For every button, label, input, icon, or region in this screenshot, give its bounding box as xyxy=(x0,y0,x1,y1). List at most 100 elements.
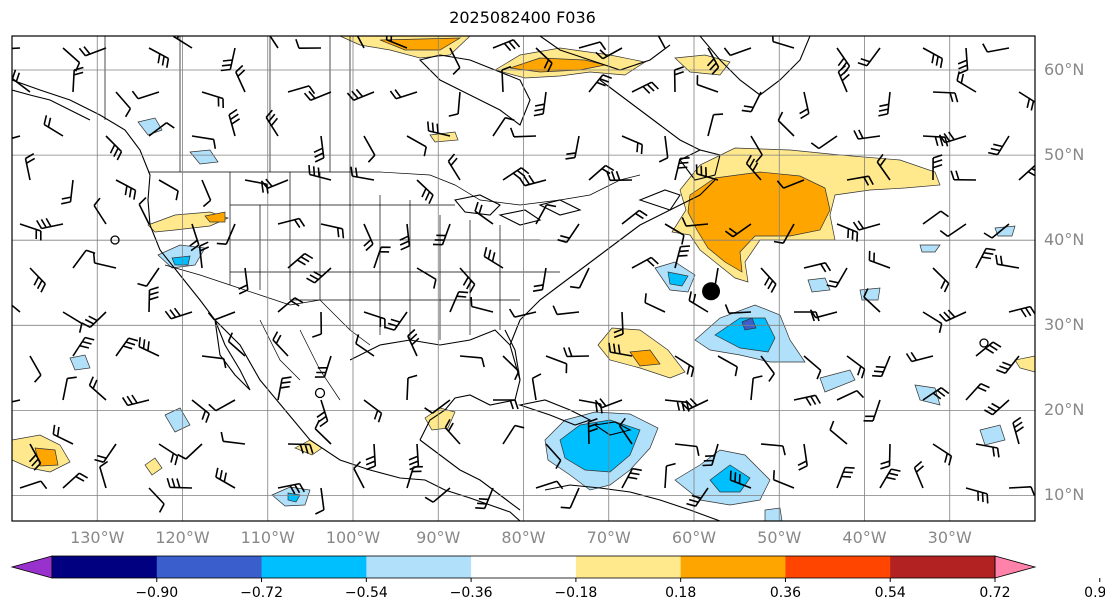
wind-barb xyxy=(552,305,580,316)
wind-barb xyxy=(28,443,42,471)
wind-barb xyxy=(92,253,117,269)
wind-barb xyxy=(984,399,1010,416)
wind-barb xyxy=(501,65,512,93)
wind-barb xyxy=(760,443,786,456)
wind-barb xyxy=(105,135,123,161)
anomaly-region-hudson-core xyxy=(379,37,462,51)
wind-barb xyxy=(829,420,848,445)
wind-barb xyxy=(62,311,83,333)
wind-barb xyxy=(750,135,763,163)
colorbar-extend-high xyxy=(994,555,1037,579)
wind-barb xyxy=(729,470,752,489)
wind-barb xyxy=(62,376,77,401)
wind-barb xyxy=(350,166,375,181)
wind-barb xyxy=(681,217,709,227)
wind-barb xyxy=(72,249,96,269)
colorbar-tick-label: −0.72 xyxy=(240,585,283,601)
wind-barb xyxy=(138,337,160,357)
positive-anomaly-shading xyxy=(12,36,1035,476)
latitude-label: 20°N xyxy=(1044,400,1085,420)
mexico-state-2 xyxy=(299,329,341,401)
wind-barb xyxy=(29,355,42,383)
wind-barb xyxy=(448,91,461,117)
wind-barb xyxy=(695,164,719,181)
wind-barb xyxy=(492,39,521,52)
wind-barb xyxy=(797,443,808,471)
wind-barb xyxy=(459,355,485,368)
wind-barb xyxy=(657,36,666,49)
wind-barb xyxy=(569,267,590,289)
wind-barb xyxy=(201,179,212,208)
longitude-label: 30°W xyxy=(927,528,972,547)
wind-barb xyxy=(531,373,542,401)
wind-barb xyxy=(207,311,236,321)
wind-barb xyxy=(444,419,461,445)
wind-barb xyxy=(43,115,64,137)
wind-barb xyxy=(177,443,203,460)
wind-barb xyxy=(314,419,332,445)
wind-barb xyxy=(189,223,200,252)
wind-barb xyxy=(72,66,84,93)
mexico-state-1 xyxy=(259,319,301,381)
wind-barb xyxy=(363,135,376,163)
wind-barb xyxy=(876,153,891,181)
wind-barb xyxy=(502,424,525,445)
wind-barb xyxy=(227,332,246,357)
wind-barb xyxy=(164,307,193,320)
anomaly-region-e-atlantic-3 xyxy=(919,244,941,253)
wind-barb xyxy=(1012,416,1024,445)
wind-barb xyxy=(353,461,365,489)
wind-barb xyxy=(535,203,557,225)
wind-barb xyxy=(702,443,719,467)
wind-barb xyxy=(88,376,107,401)
wind-barb xyxy=(216,223,236,245)
central-america xyxy=(419,439,521,511)
wind-barb xyxy=(94,443,117,463)
colorbar-extend-low xyxy=(10,555,53,579)
wind-barb xyxy=(432,223,451,246)
wind-barb xyxy=(975,341,1002,357)
anomaly-region-mid-atlantic-2 xyxy=(859,287,881,301)
wind-barb xyxy=(12,47,21,50)
wind-barb xyxy=(121,394,150,407)
wind-barb xyxy=(191,135,217,149)
great-lakes-3 xyxy=(538,199,582,216)
wind-barb xyxy=(277,297,304,313)
longitude-label: 70°W xyxy=(586,528,631,547)
wind-barb xyxy=(148,122,175,137)
wind-barb xyxy=(277,217,306,229)
wind-barb xyxy=(416,267,437,289)
wind-barb xyxy=(115,337,139,357)
wind-barb xyxy=(674,443,700,456)
wind-barb xyxy=(228,108,241,137)
wind-barb xyxy=(760,267,777,293)
colorbar-tick-label: 0.54 xyxy=(874,585,906,601)
wind-barb xyxy=(78,46,107,57)
anomaly-region-small-3 xyxy=(1014,355,1035,373)
wind-barb xyxy=(836,389,865,401)
wind-barb xyxy=(664,223,685,245)
wind-barb xyxy=(115,91,132,118)
wind-barb xyxy=(872,355,891,378)
calm-marker-1 xyxy=(110,235,120,245)
wind-barb xyxy=(12,69,31,93)
wind-barb xyxy=(535,480,564,490)
wind-barb xyxy=(36,217,64,230)
anomaly-region-subtropical-atlantic-deep xyxy=(741,317,757,331)
wind-barb xyxy=(857,47,881,67)
wind-barb xyxy=(706,47,720,75)
wind-barb xyxy=(287,85,316,95)
longitude-label: 80°W xyxy=(501,528,546,547)
wind-barb xyxy=(965,487,989,504)
wind-barb xyxy=(965,382,990,401)
wind-barb xyxy=(81,311,107,329)
wind-barb xyxy=(24,153,36,181)
anomaly-region-bottom xyxy=(764,507,783,521)
north-america-coast xyxy=(12,79,521,521)
wind-barb xyxy=(260,178,289,189)
colorbar-segment xyxy=(680,556,786,578)
wind-barb xyxy=(265,109,279,137)
wind-barb xyxy=(621,467,642,489)
anomaly-region-w-atlantic-core xyxy=(629,349,661,367)
wind-barb xyxy=(363,223,374,252)
